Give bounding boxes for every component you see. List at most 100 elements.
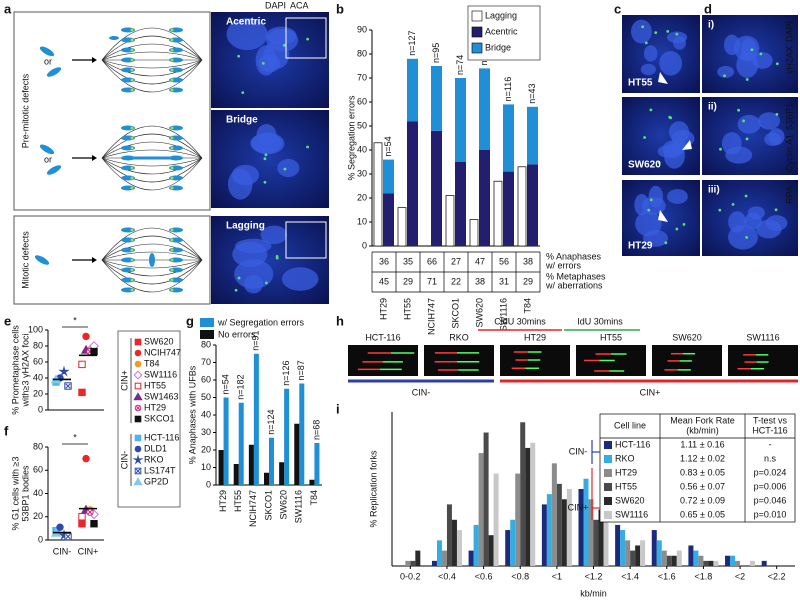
bar-segment <box>383 193 394 246</box>
bar <box>593 519 599 566</box>
table-bg <box>599 413 796 523</box>
spindle-fiber <box>101 149 203 159</box>
bar <box>405 560 411 566</box>
arrow-head <box>92 155 97 161</box>
table-value: 35 <box>403 256 413 266</box>
foci <box>644 41 648 45</box>
bar <box>661 550 667 566</box>
centromere <box>170 126 174 130</box>
y-axis-label: % Prometaphase cells <box>10 325 20 415</box>
legend-marker <box>134 415 142 423</box>
marker-shape <box>133 477 143 486</box>
stain: ACA <box>290 0 309 10</box>
bar-segment <box>479 68 490 150</box>
spindle-fiber <box>101 157 203 191</box>
bar-segment <box>479 150 490 246</box>
bar <box>651 530 657 566</box>
bar <box>248 444 254 485</box>
or-label: or <box>44 154 52 164</box>
table-cell: 1.11 ± 0.16 <box>680 439 724 449</box>
centromere <box>170 146 174 150</box>
y-axis-label: % Anaphases with UFBs <box>187 365 197 464</box>
bar-annotation: n=182 <box>236 374 246 399</box>
nucleus <box>667 189 688 204</box>
table-cell: HT29 <box>615 467 637 477</box>
marker-shape <box>134 382 142 390</box>
image-label: i) <box>708 20 714 31</box>
centromere <box>170 288 174 292</box>
legend-marker <box>134 467 142 475</box>
arrow-head <box>92 57 97 63</box>
bar-annotation: n=116 <box>503 77 513 102</box>
arrow <box>658 210 668 222</box>
legend-label: SW1463 <box>144 391 179 401</box>
marker-shape <box>78 513 86 521</box>
arrow-head <box>92 257 97 263</box>
foci <box>669 116 673 120</box>
spindle-fiber <box>101 227 203 261</box>
x-tick-label: T84 <box>309 490 319 506</box>
marker-shape <box>134 338 142 346</box>
y-tick-label: 80 <box>357 48 367 58</box>
legend-label: SKCO1 <box>144 413 175 423</box>
bar-segment <box>431 66 442 131</box>
y-tick-label: 60 <box>33 465 43 475</box>
centromere <box>130 176 134 180</box>
table-swatch <box>604 455 612 463</box>
centromere <box>170 248 174 252</box>
legend-marker <box>133 392 143 401</box>
foci <box>306 145 309 149</box>
foci <box>742 119 746 123</box>
bar <box>671 555 677 566</box>
data-point <box>78 388 86 397</box>
table-row-label: w/ aberrations <box>545 280 603 290</box>
legend-marker <box>134 404 142 412</box>
y-tick-label: 20 <box>357 192 367 202</box>
marker-shape <box>65 383 71 389</box>
x-tick-label: SKCO1 <box>450 298 460 329</box>
table-value: 38 <box>523 256 533 266</box>
y-tick-label: 40 <box>33 488 43 498</box>
centromere <box>170 228 174 232</box>
legend-marker <box>134 360 142 368</box>
foci <box>718 208 722 212</box>
fragment <box>109 36 119 40</box>
bar <box>556 483 562 566</box>
centromere <box>170 258 174 262</box>
bar <box>373 142 383 247</box>
y-axis-label: with≥3 γH2AX foci <box>20 334 30 408</box>
marker-shape <box>134 415 142 423</box>
table-cell: RKO <box>615 453 635 463</box>
bar <box>603 504 609 566</box>
nucleus <box>243 274 264 294</box>
centromere <box>170 58 174 62</box>
y-tick-label: 20 <box>201 444 211 454</box>
legend-label: No errors <box>218 329 256 339</box>
cell-line-label: HT29 <box>524 332 546 342</box>
panel-letter: h <box>336 313 344 328</box>
bar <box>299 383 305 485</box>
cell-line-label: SW1116 <box>746 332 779 342</box>
chromosome <box>39 144 55 155</box>
bar <box>713 560 719 566</box>
legend-marker <box>132 454 144 465</box>
bar <box>620 530 626 566</box>
table-value: 47 <box>475 256 485 266</box>
bar-annotation: n=43 <box>527 84 537 104</box>
nucleus <box>256 124 277 146</box>
image-label: Lagging <box>226 221 265 232</box>
table-cell: HCT-116 <box>615 439 650 449</box>
table-row-label: % Metaphases <box>546 271 606 281</box>
spindle-fiber <box>101 59 203 77</box>
image-label: HT29 <box>628 241 653 252</box>
centromere <box>170 166 174 170</box>
bar <box>233 464 239 485</box>
panel-letter: c <box>614 1 621 16</box>
nucleus <box>747 206 765 220</box>
centromere <box>170 176 174 180</box>
legend-label: w/ Segregation errors <box>217 317 305 327</box>
bar-annotation: n=54 <box>220 374 230 394</box>
nucleus <box>630 19 652 44</box>
bar <box>640 540 646 566</box>
bar <box>546 494 552 566</box>
